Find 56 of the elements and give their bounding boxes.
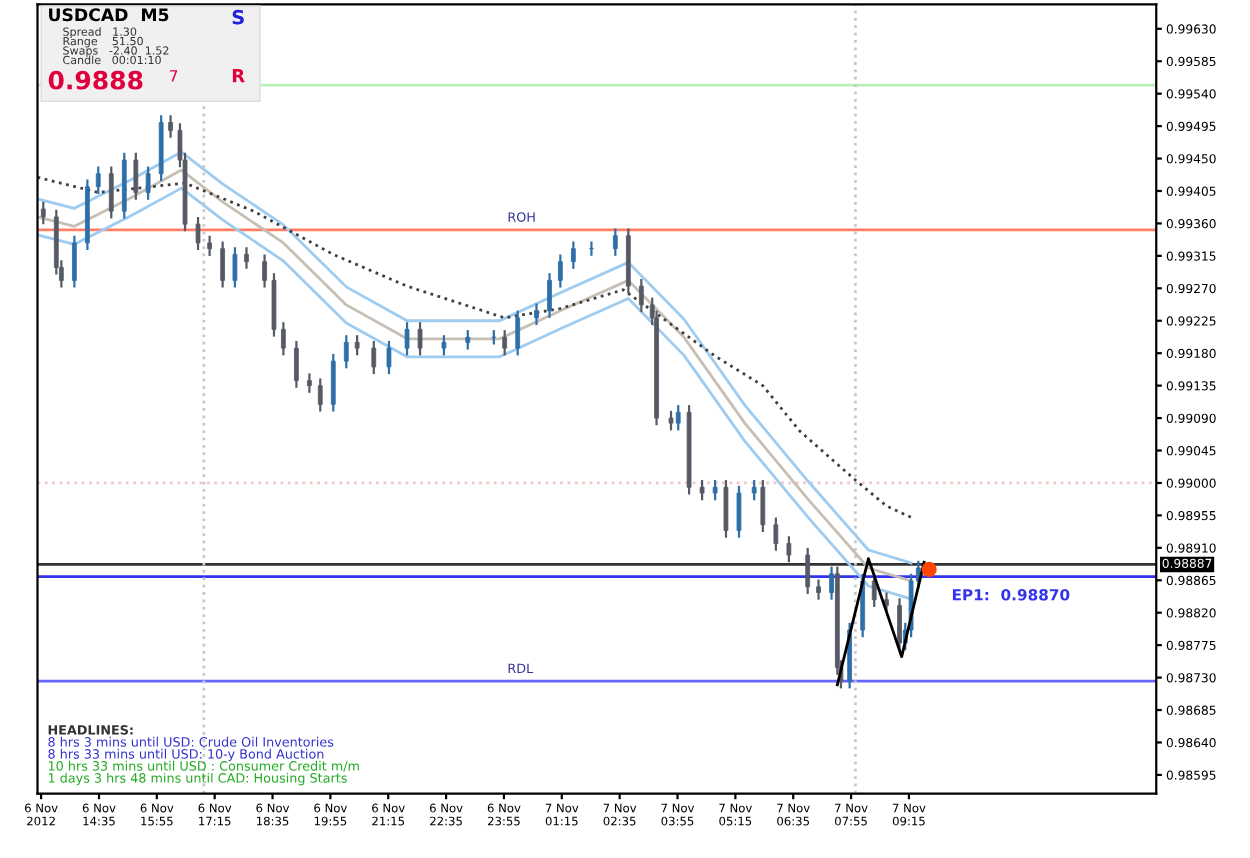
candlestick — [502, 329, 508, 357]
candlestick — [612, 227, 618, 257]
candlestick — [441, 334, 447, 357]
candlestick — [760, 478, 766, 534]
candlestick — [829, 565, 834, 601]
candlestick — [168, 114, 173, 139]
candlestick — [786, 535, 792, 564]
candlestick — [386, 339, 392, 376]
candlestick — [244, 246, 249, 270]
annotation: S — [232, 9, 244, 25]
candlestick — [736, 484, 742, 539]
candlestick — [897, 597, 902, 652]
candlestick — [675, 403, 681, 432]
candlestick — [330, 352, 336, 413]
candlestick — [195, 215, 201, 252]
candlestick — [133, 151, 139, 201]
annotation: R — [232, 69, 245, 83]
candlestick — [307, 372, 312, 394]
candlestick — [220, 240, 226, 289]
annotation: USDCAD M5 — [49, 8, 169, 22]
candlestick — [371, 339, 377, 376]
candlestick — [871, 572, 877, 609]
candlestick — [281, 321, 286, 357]
candlestick — [557, 253, 563, 289]
candlestick — [294, 339, 299, 389]
candlestick — [723, 478, 729, 539]
candlestick — [699, 478, 705, 502]
candlestick — [108, 165, 114, 220]
candlestick — [547, 272, 552, 319]
candlestick — [884, 591, 889, 614]
candlestick — [571, 240, 576, 270]
candlestick — [404, 321, 410, 357]
candlestick — [95, 165, 101, 195]
candlestick — [417, 321, 423, 357]
candlestick — [145, 165, 151, 201]
candlestick — [751, 478, 757, 502]
annotation: 0.9888 — [48, 70, 143, 90]
candlestick — [589, 240, 594, 257]
candlestick — [343, 334, 349, 370]
candlestick — [207, 234, 212, 257]
candlestick — [317, 377, 323, 413]
candlestick — [515, 309, 521, 357]
candlestick — [72, 234, 77, 289]
candlestick — [232, 246, 238, 289]
candlestick — [773, 516, 779, 552]
candlestick — [712, 478, 718, 502]
candlestick — [465, 329, 471, 351]
candlestick — [668, 409, 674, 432]
candlestick — [40, 200, 46, 226]
line-series — [37, 175, 917, 521]
candlestick — [638, 277, 644, 314]
candlestick — [262, 253, 267, 289]
candlestick — [534, 302, 539, 327]
candlestick — [805, 546, 811, 596]
candlestick — [816, 578, 821, 601]
candlestick — [354, 334, 360, 357]
